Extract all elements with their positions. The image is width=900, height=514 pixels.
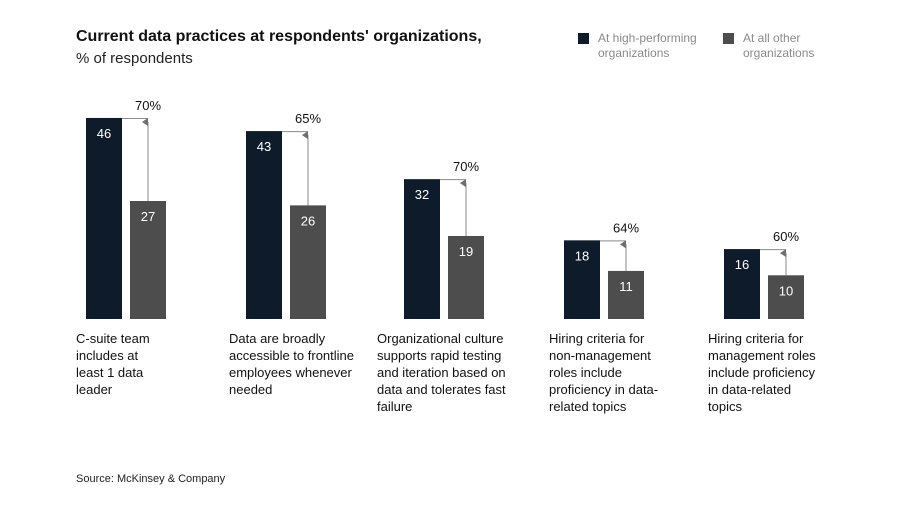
- category-label-line: needed: [229, 382, 273, 397]
- category-label-line: C-suite team: [76, 331, 150, 346]
- annotation-pct-3: 70%: [453, 159, 479, 174]
- category-label-5: Hiring criteria for management roles inclu…: [708, 330, 848, 415]
- category-label-line: topics: [708, 399, 742, 414]
- bar-all-other-4: [608, 270, 644, 319]
- data-label-high-performing-2: 43: [257, 139, 271, 154]
- bar-high-performing-5: [724, 249, 760, 319]
- category-label-line: and iteration based on: [377, 365, 506, 380]
- category-label-line: accessible to frontline: [229, 348, 355, 363]
- legend-label-high-performing: At high-performing organizations: [598, 31, 697, 60]
- bar-high-performing-4: [564, 240, 600, 319]
- bar-all-other-3: [448, 235, 484, 319]
- source-note: Source: McKinsey & Company: [76, 473, 226, 485]
- category-label-line: data and tolerates fast: [377, 382, 506, 397]
- data-label-high-performing-4: 18: [575, 248, 589, 263]
- category-label-line: Hiring criteria for: [549, 331, 645, 346]
- category-label-line: roles include: [549, 365, 622, 380]
- annotation-pct-5: 60%: [773, 229, 799, 244]
- legend-item-all-other: At all other organizations: [723, 31, 853, 61]
- category-label-line: management roles: [708, 348, 816, 363]
- bar-high-performing-1: [86, 117, 122, 319]
- category-label-line: least 1 data: [76, 365, 144, 380]
- category-label-line: Organizational culture: [377, 331, 504, 346]
- bar-all-other-2: [290, 205, 326, 319]
- category-label-line: Data are broadly: [229, 331, 326, 346]
- category-label-2: Data are broadly accessible to frontline e…: [229, 330, 369, 398]
- category-label-line: includes at: [76, 348, 139, 363]
- data-label-all-other-1: 27: [141, 209, 155, 224]
- category-label-line: Hiring criteria for: [708, 331, 804, 346]
- category-label-line: failure: [377, 399, 413, 414]
- category-label-line: employees whenever: [229, 365, 352, 380]
- annotation-pct-2: 65%: [295, 111, 321, 126]
- category-label-line: in data-related: [708, 382, 792, 397]
- category-label-4: Hiring criteria for non-management roles i…: [549, 330, 689, 415]
- data-label-all-other-5: 10: [779, 283, 793, 298]
- category-label-line: supports rapid testing: [377, 348, 502, 363]
- legend-label-all-other: At all other organizations: [743, 31, 815, 60]
- annotation-pct-4: 64%: [613, 220, 639, 235]
- category-label-line: proficiency in data-: [549, 382, 659, 397]
- bar-high-performing-2: [246, 131, 282, 319]
- annotation-pct-1: 70%: [135, 98, 161, 113]
- chart-subtitle: % of respondents: [76, 50, 193, 67]
- legend-swatch-all-other: [723, 33, 734, 44]
- data-label-high-performing-5: 16: [735, 257, 749, 272]
- category-label-3: Organizational culture supports rapid tes…: [377, 330, 517, 415]
- data-label-all-other-2: 26: [301, 213, 315, 228]
- data-label-high-performing-3: 32: [415, 187, 429, 202]
- bar-high-performing-3: [404, 179, 440, 319]
- legend-item-high-performing: At high-performing organizations: [578, 31, 708, 61]
- data-label-all-other-4: 11: [619, 279, 633, 294]
- category-label-1: C-suite team includes at least 1 data leade…: [76, 330, 216, 398]
- bar-all-other-1: [130, 201, 166, 319]
- category-label-line: non-management: [549, 348, 651, 363]
- bar-all-other-5: [768, 275, 804, 319]
- category-label-line: leader: [76, 382, 113, 397]
- data-label-all-other-3: 19: [459, 244, 473, 259]
- legend-swatch-high-performing: [578, 33, 589, 44]
- category-label-line: include proficiency: [708, 365, 815, 380]
- data-label-high-performing-1: 46: [97, 126, 111, 141]
- category-label-line: related topics: [549, 399, 627, 414]
- chart-title: Current data practices at respondents' o…: [76, 28, 482, 45]
